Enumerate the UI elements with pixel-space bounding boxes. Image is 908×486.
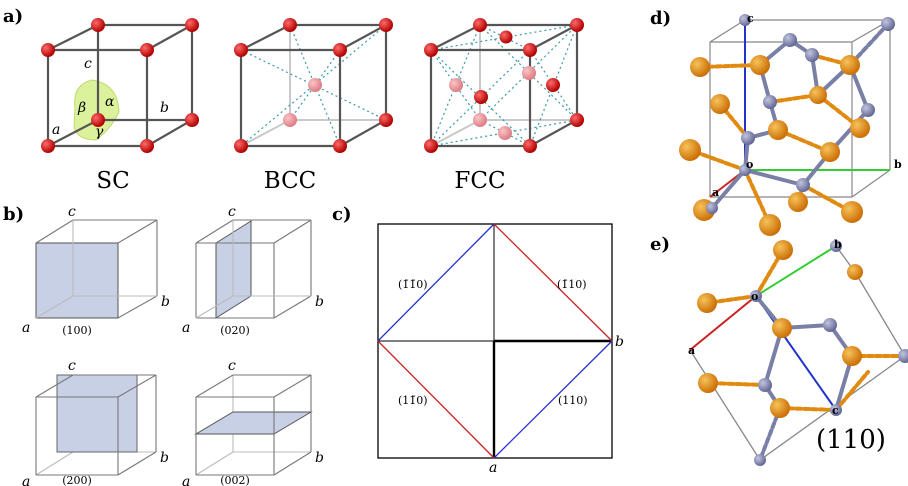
panel-c-label: c) bbox=[332, 204, 351, 225]
e-axis-a: a bbox=[688, 344, 695, 357]
lattice-label-fcc: FCC bbox=[454, 168, 505, 194]
panel-e-label: e) bbox=[650, 234, 670, 255]
plane-label-top-left: (1̄1̄0) bbox=[398, 278, 428, 291]
plane-label-100: (100) bbox=[62, 324, 92, 337]
plane-cube-200: c b a (200) bbox=[22, 358, 169, 486]
panel-a-label: a) bbox=[3, 6, 23, 27]
plane-cube-020: c b a (020) bbox=[182, 204, 324, 337]
b2-axis-b: b bbox=[315, 294, 324, 310]
plane-label-020: (020) bbox=[220, 324, 250, 337]
sc-axis-c: c bbox=[84, 56, 92, 72]
c-axis-b: b bbox=[615, 334, 624, 350]
sc-cube: c b a β α γ bbox=[41, 18, 199, 153]
crystal-projection-110: b o a c (110) bbox=[688, 238, 908, 466]
plane-label-002: (002) bbox=[220, 474, 250, 486]
panel-d-label: d) bbox=[650, 8, 671, 29]
plane-cube-002: c b a (002) bbox=[182, 358, 324, 486]
e-plane-label: (110) bbox=[816, 425, 886, 455]
b4-axis-b: b bbox=[315, 450, 324, 466]
b1-axis-c: c bbox=[68, 204, 76, 220]
plane-cube-100: c b a (100) bbox=[22, 204, 170, 337]
b1-axis-a: a bbox=[22, 320, 30, 336]
lattice-label-sc: SC bbox=[96, 168, 129, 194]
crystal-structure-3d: c b a o bbox=[679, 12, 902, 236]
lattice-label-bcc: BCC bbox=[264, 168, 317, 194]
b1-axis-b: b bbox=[161, 294, 170, 310]
angle-alpha: α bbox=[105, 94, 115, 110]
b3-axis-a: a bbox=[22, 474, 30, 486]
e-axis-b: b bbox=[834, 238, 842, 251]
b4-axis-a: a bbox=[182, 474, 190, 486]
b4-axis-c: c bbox=[228, 358, 236, 374]
plane-label-200: (200) bbox=[62, 474, 92, 486]
b2-axis-a: a bbox=[182, 320, 190, 336]
fcc-cube bbox=[424, 18, 584, 153]
d-axis-a: a bbox=[712, 186, 719, 199]
plane-label-bottom-right: (110) bbox=[558, 394, 588, 407]
c-axis-a: a bbox=[489, 460, 497, 476]
b3-axis-b: b bbox=[160, 450, 169, 466]
plane-label-top-right: (1̄10) bbox=[557, 278, 587, 291]
angle-gamma: γ bbox=[95, 124, 104, 140]
panel-b-label: b) bbox=[3, 204, 24, 225]
plane-label-bottom-left: (11̄0) bbox=[398, 394, 428, 407]
sc-axis-a: a bbox=[52, 122, 60, 138]
b2-axis-c: c bbox=[228, 204, 236, 220]
d-axis-o: o bbox=[746, 158, 753, 171]
d-axis-b: b bbox=[894, 158, 902, 171]
angle-region bbox=[73, 79, 120, 141]
d-axis-c: c bbox=[747, 12, 754, 25]
e-axis-o: o bbox=[751, 290, 758, 303]
b3-axis-c: c bbox=[68, 358, 76, 374]
angle-beta: β bbox=[77, 100, 86, 116]
bcc-cube bbox=[234, 18, 393, 153]
sc-axis-b: b bbox=[160, 100, 169, 116]
e-axis-c: c bbox=[832, 404, 839, 417]
plane-projection-square: (1̄1̄0) (1̄10) (11̄0) (110) b a bbox=[377, 223, 624, 476]
